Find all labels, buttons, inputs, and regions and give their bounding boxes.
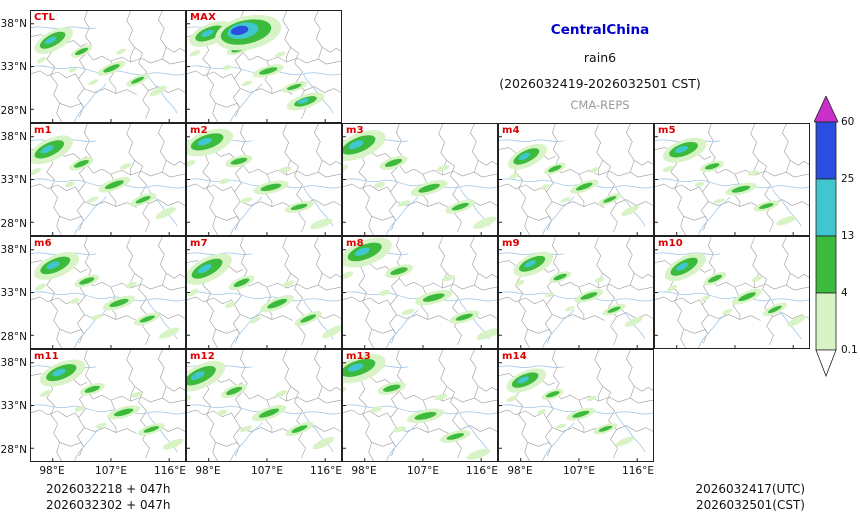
panel-label: m7: [190, 238, 208, 249]
map-panel-m10: m10: [654, 236, 810, 349]
panel-label: m11: [34, 351, 59, 362]
x-tick-label: 107°E: [563, 465, 595, 477]
map-canvas: [31, 350, 185, 461]
panel-label: m6: [34, 238, 52, 249]
title-block: CentralChina rain6 (2026032419-202603250…: [390, 22, 810, 112]
panel-label: CTL: [34, 12, 56, 23]
x-tick-label: 98°E: [39, 465, 65, 477]
panel-label: m1: [34, 125, 52, 136]
map-panel-m7: m7: [186, 236, 342, 349]
colorbar-scale: [813, 95, 839, 378]
map-canvas: [499, 124, 653, 235]
panel-label: m10: [658, 238, 683, 249]
x-tick-label: 98°E: [195, 465, 221, 477]
y-tick-label: 38°N: [0, 131, 27, 143]
map-canvas: [31, 11, 185, 122]
colorbar-level-label: 4: [841, 287, 848, 299]
map-panel-m11: m11: [30, 349, 186, 462]
y-tick-label: 33°N: [0, 400, 27, 412]
colorbar-level-label: 25: [841, 173, 855, 185]
y-tick-label: 33°N: [0, 174, 27, 186]
map-canvas: [187, 237, 341, 348]
y-tick-label: 33°N: [0, 61, 27, 73]
panel-label: m4: [502, 125, 520, 136]
map-panel-m9: m9: [498, 236, 654, 349]
map-panel-m5: m5: [654, 123, 810, 236]
panel-label: m5: [658, 125, 676, 136]
map-panel-m4: m4: [498, 123, 654, 236]
map-panel-m8: m8: [342, 236, 498, 349]
panel-label: m13: [346, 351, 371, 362]
map-canvas: [499, 237, 653, 348]
y-tick-label: 38°N: [0, 18, 27, 30]
y-tick-label: 38°N: [0, 244, 27, 256]
y-tick-label: 28°N: [0, 218, 27, 230]
panel-label: m14: [502, 351, 527, 362]
colorbar-level-label: 0.1: [841, 344, 858, 356]
valid-time-cst: 2026032501(CST): [695, 498, 805, 512]
valid-time-utc: 2026032417(UTC): [695, 482, 806, 496]
panel-label: m3: [346, 125, 364, 136]
map-panel-m6: m6: [30, 236, 186, 349]
y-tick-label: 33°N: [0, 287, 27, 299]
map-canvas: [499, 350, 653, 461]
map-canvas: [187, 11, 341, 122]
valid-period: (2026032419-2026032501 CST): [499, 76, 701, 91]
map-panel-max: MAX: [186, 10, 342, 123]
y-tick-label: 28°N: [0, 331, 27, 343]
init-time-line-2: 2026032302 + 047h: [46, 498, 171, 512]
map-canvas: [655, 124, 809, 235]
panel-label: m12: [190, 351, 215, 362]
map-panel-m2: m2: [186, 123, 342, 236]
init-time-line-1: 2026032218 + 047h: [46, 482, 171, 496]
x-tick-label: 107°E: [95, 465, 127, 477]
x-tick-label: 116°E: [466, 465, 498, 477]
colorbar-level-label: 60: [841, 116, 855, 128]
x-tick-label: 107°E: [251, 465, 283, 477]
x-tick-label: 116°E: [310, 465, 342, 477]
footer-valid-times: 2026032417(UTC) 2026032501(CST): [696, 481, 806, 513]
y-tick-label: 38°N: [0, 357, 27, 369]
map-canvas: [343, 237, 497, 348]
map-canvas: [343, 124, 497, 235]
region-title: CentralChina: [550, 22, 650, 38]
y-tick-label: 28°N: [0, 105, 27, 117]
map-canvas: [655, 237, 809, 348]
x-tick-label: 98°E: [507, 465, 533, 477]
colorbar: [813, 95, 840, 380]
x-tick-label: 116°E: [622, 465, 654, 477]
model-name: CMA-REPS: [570, 98, 630, 112]
map-canvas: [31, 237, 185, 348]
x-tick-label: 107°E: [407, 465, 439, 477]
x-tick-label: 98°E: [351, 465, 377, 477]
map-panel-m12: m12: [186, 349, 342, 462]
footer-init-times: 2026032218 + 047h 2026032302 + 047h: [46, 481, 171, 513]
map-canvas: [31, 124, 185, 235]
map-canvas: [343, 350, 497, 461]
y-tick-label: 28°N: [0, 444, 27, 456]
panel-label: m2: [190, 125, 208, 136]
map-panel-ctl: CTL: [30, 10, 186, 123]
map-panel-m14: m14: [498, 349, 654, 462]
panel-label: m9: [502, 238, 520, 249]
map-panel-m1: m1: [30, 123, 186, 236]
map-canvas: [187, 124, 341, 235]
map-panel-m3: m3: [342, 123, 498, 236]
colorbar-level-label: 13: [841, 230, 855, 242]
variable-title: rain6: [583, 50, 617, 65]
x-tick-label: 116°E: [154, 465, 186, 477]
panel-label: MAX: [190, 12, 217, 23]
map-panel-m13: m13: [342, 349, 498, 462]
panel-label: m8: [346, 238, 364, 249]
map-canvas: [187, 350, 341, 461]
